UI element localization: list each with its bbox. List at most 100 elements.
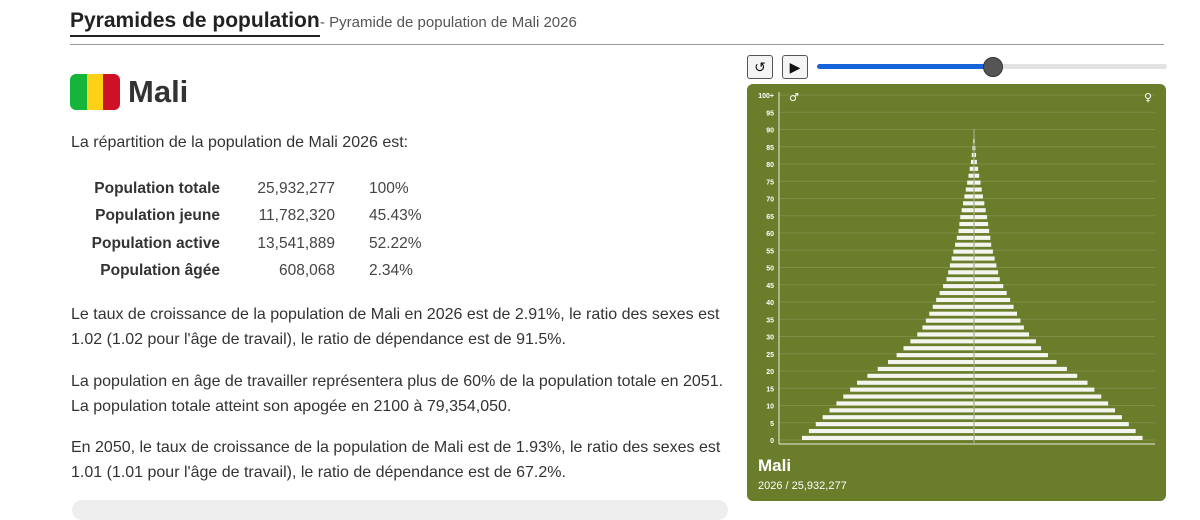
male-bar — [970, 159, 974, 164]
male-bar — [965, 187, 974, 192]
male-bar — [953, 249, 974, 254]
female-bar — [974, 194, 983, 199]
y-tick-label: 25 — [766, 352, 774, 359]
male-bar — [936, 297, 974, 302]
male-bar — [922, 325, 974, 330]
y-tick-label: 90 — [766, 128, 774, 135]
stat-percentage: 2.34% — [369, 262, 413, 280]
population-pyramid-panel: 0 5 10 15 20 25 30 35 40 45 50 55 60 65 70 75 80 85 90 95 10… — [747, 84, 1166, 501]
female-bar — [974, 435, 1143, 440]
male-bar — [929, 311, 974, 316]
y-tick-label: 15 — [766, 386, 774, 393]
male-bar — [951, 256, 974, 261]
female-bar — [974, 339, 1036, 344]
female-symbol-icon: ♀ — [1144, 91, 1152, 104]
female-bar — [974, 325, 1024, 330]
site-title-link[interactable]: Pyramides de population — [70, 8, 320, 37]
female-bar — [974, 277, 1000, 282]
male-bar — [969, 166, 974, 171]
female-bar — [974, 221, 989, 227]
female-bar — [974, 297, 1011, 302]
female-bar — [974, 146, 976, 151]
male-symbol-icon: ♂ — [789, 91, 799, 104]
content-box — [72, 500, 728, 520]
table-row: Population active 13,541,889 52.22% — [82, 230, 422, 258]
female-bar — [974, 215, 988, 220]
stat-value: 11,782,320 — [258, 207, 335, 225]
slider-handle[interactable] — [983, 57, 1003, 77]
male-bar — [946, 277, 974, 282]
male-bar — [850, 387, 974, 392]
female-bar — [974, 235, 991, 240]
female-bar — [974, 387, 1095, 392]
female-bar — [974, 290, 1007, 296]
stat-value: 608,068 — [278, 262, 335, 280]
projection-2050-paragraph: En 2050, le taux de croissance de la pop… — [71, 439, 721, 481]
female-bar — [974, 359, 1057, 365]
stat-percentage: 52.22% — [369, 234, 422, 252]
male-bar — [815, 422, 974, 427]
male-bar — [958, 228, 974, 233]
panel-country-name: Mali — [758, 456, 792, 475]
male-bar — [949, 263, 974, 268]
male-bar — [808, 428, 974, 434]
female-bar — [974, 208, 986, 213]
panel-year-population: 2026 / 25,932,277 — [758, 480, 847, 492]
y-tick-label: 80 — [766, 162, 774, 169]
male-bar — [910, 339, 974, 344]
y-tick-label: 95 — [766, 110, 774, 117]
mali-flag-icon — [70, 74, 120, 110]
female-bar — [974, 180, 981, 185]
male-bar — [857, 380, 974, 385]
y-tick-label: 35 — [766, 317, 774, 324]
female-bar — [974, 263, 997, 268]
y-tick-label: 10 — [766, 404, 774, 411]
stat-label: Population jeune — [95, 207, 220, 225]
male-bar — [917, 332, 974, 337]
y-tick-label: 65 — [766, 214, 774, 221]
male-bar — [959, 221, 974, 227]
stat-value: 13,541,889 — [257, 234, 335, 252]
y-tick-label: 60 — [766, 231, 774, 238]
male-bar — [972, 146, 974, 151]
female-bar — [974, 304, 1014, 309]
working-age-paragraph: La population en âge de travailler repré… — [71, 373, 724, 415]
male-bar — [867, 373, 974, 378]
growth-paragraph: Le taux de croissance de la population d… — [71, 306, 720, 348]
female-bar — [974, 159, 977, 164]
table-row: Population jeune 11,782,320 45.43% — [82, 203, 421, 231]
female-bar — [974, 428, 1136, 434]
female-bar — [974, 256, 995, 261]
male-bar — [829, 408, 974, 413]
male-bar — [962, 201, 974, 206]
reset-button[interactable]: ↺ — [747, 55, 773, 79]
female-bar — [974, 366, 1067, 371]
stat-label: Population active — [91, 234, 220, 252]
y-tick-label: 5 — [770, 421, 774, 428]
female-bar — [974, 270, 999, 275]
stat-label: Population totale — [94, 179, 220, 197]
y-tick-label: 50 — [766, 266, 774, 273]
female-bar — [974, 415, 1122, 420]
y-tick-label: 0 — [770, 438, 774, 445]
y-tick-label: 100+ — [758, 93, 774, 100]
female-bar — [974, 353, 1048, 358]
female-bar — [974, 166, 979, 171]
play-button[interactable]: ▶ — [782, 55, 808, 79]
female-bar — [974, 152, 977, 158]
male-bar — [943, 284, 974, 289]
male-bar — [960, 215, 974, 220]
female-bar — [974, 242, 992, 247]
stat-value: 25,932,277 — [257, 179, 335, 197]
reset-icon: ↺ — [754, 59, 766, 75]
male-bar — [888, 359, 974, 365]
male-bar — [896, 353, 974, 358]
male-bar — [971, 152, 974, 158]
male-bar — [925, 318, 974, 323]
flag-stripe-red — [103, 74, 120, 110]
female-bar — [974, 173, 980, 178]
year-slider[interactable] — [817, 57, 1167, 77]
female-bar — [974, 249, 993, 254]
y-tick-label: 20 — [766, 369, 774, 376]
stat-label: Population âgée — [100, 262, 220, 280]
